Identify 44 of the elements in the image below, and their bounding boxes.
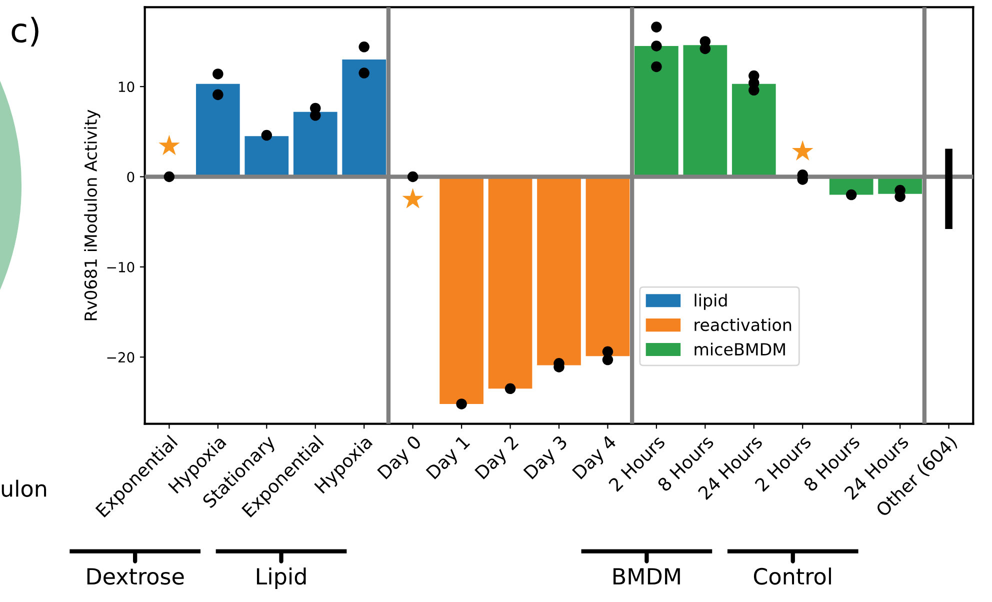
bar	[342, 60, 386, 177]
bar	[440, 176, 484, 404]
point	[407, 171, 418, 182]
text: Lipid	[256, 568, 306, 590]
point	[456, 398, 467, 410]
point	[792, 140, 814, 161]
text: Dextrose	[87, 568, 184, 585]
y-tick-label: −10	[107, 262, 134, 272]
bar	[683, 45, 728, 177]
point	[310, 110, 321, 121]
legend-label: lipid	[694, 294, 727, 310]
point	[164, 171, 175, 182]
point	[651, 61, 662, 72]
text: BMDM	[614, 568, 680, 584]
point	[504, 383, 516, 394]
point	[358, 68, 370, 78]
x-tick-label: Day 0	[376, 434, 424, 482]
y-axis-title: Rv0681 iModulon Activity	[84, 110, 100, 320]
point	[261, 130, 272, 141]
point	[158, 134, 180, 156]
bar	[634, 46, 678, 177]
bar	[293, 112, 338, 177]
point	[402, 188, 424, 208]
point	[358, 42, 370, 52]
bar	[945, 148, 952, 230]
point	[212, 68, 224, 80]
bar	[244, 136, 289, 177]
y-tick-label: 0	[127, 172, 134, 182]
text: Control	[754, 568, 831, 585]
point	[846, 189, 857, 200]
text: ulon	[2, 480, 46, 497]
point	[651, 22, 662, 32]
point	[651, 40, 662, 52]
legend-label: miceBMDM	[694, 342, 785, 356]
bar	[488, 176, 532, 389]
y-tick-label: −20	[107, 352, 134, 363]
y-tick-label: 10	[118, 82, 134, 92]
point	[602, 354, 614, 366]
bar	[196, 84, 240, 177]
point	[212, 89, 224, 100]
bar	[732, 84, 776, 177]
bar	[537, 176, 581, 366]
text: c)	[12, 16, 38, 47]
legend-label: reactivation	[694, 318, 792, 332]
